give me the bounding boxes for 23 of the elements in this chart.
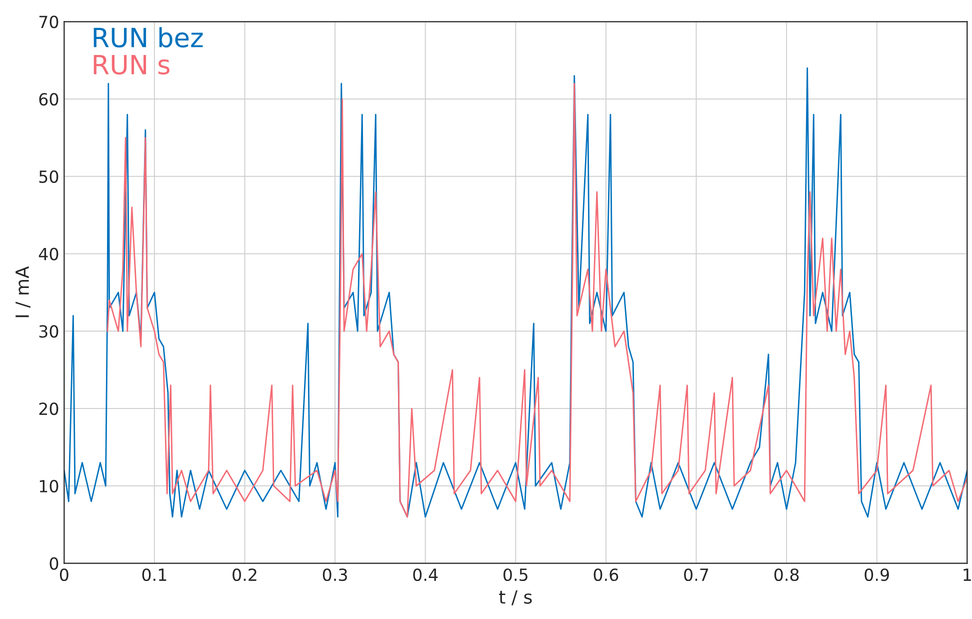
- series-label: RUN bez: [94, 27, 203, 48]
- y-tick-label: 40: [38, 248, 58, 260]
- x-axis-title: t / s: [499, 590, 532, 606]
- x-tick-label: 0.7: [684, 568, 708, 582]
- y-tick-label: 50: [39, 170, 58, 183]
- y-tick-label: 0: [50, 557, 58, 570]
- x-tick-label: 0.6: [594, 568, 618, 582]
- y-tick-label: 60: [39, 93, 58, 106]
- x-tick-label: 0.8: [774, 568, 799, 582]
- y-tick-label: 20: [39, 402, 58, 416]
- x-tick-label: 0.5: [503, 568, 528, 582]
- y-tick-label: 10: [40, 480, 58, 492]
- text: RUN s: [94, 54, 170, 75]
- x-tick-label: 0: [60, 568, 68, 582]
- x-tick-label: 1: [964, 568, 971, 581]
- x-tick-label: 0.1: [142, 568, 166, 582]
- x-tick-label: 0.9: [864, 568, 889, 582]
- x-tick-label: 0.2: [232, 568, 256, 582]
- x-tick-label: 0.3: [322, 568, 347, 582]
- y-tick-label: 30: [39, 325, 58, 338]
- y-axis-title: I / mA: [16, 266, 30, 318]
- x-tick-label: 0.4: [413, 568, 438, 582]
- y-tick-label: 70: [39, 16, 58, 28]
